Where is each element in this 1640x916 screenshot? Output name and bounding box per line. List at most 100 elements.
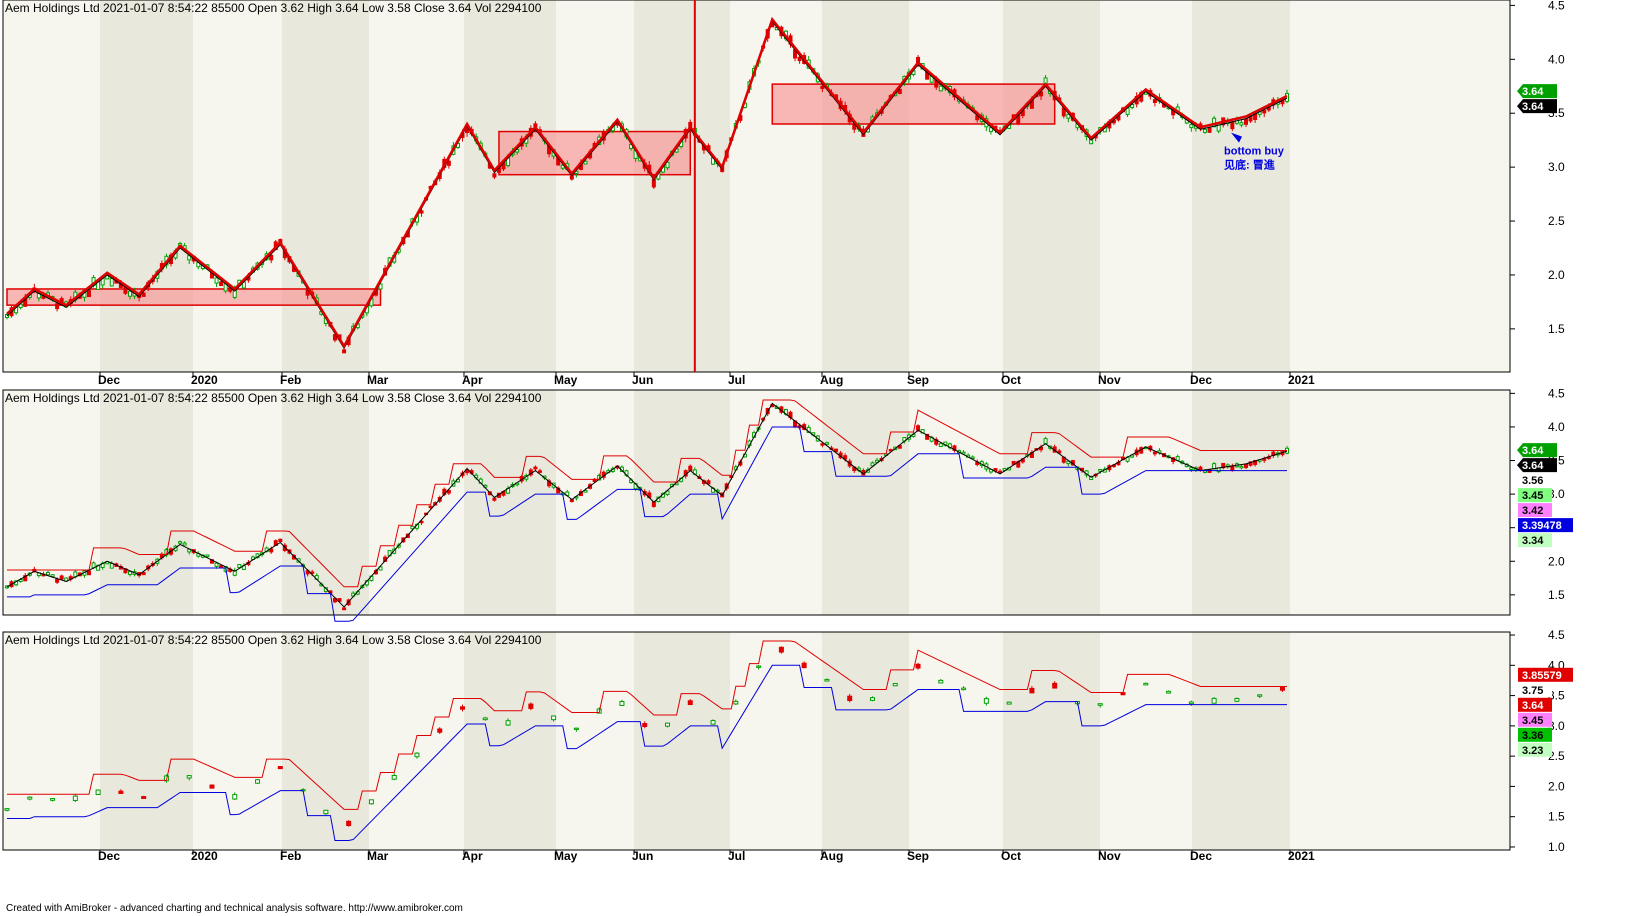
candle-body [1057, 450, 1062, 454]
price-tag-label: 3.34 [1522, 535, 1544, 547]
month-band [1290, 0, 1510, 372]
candle-body [1262, 458, 1267, 461]
candle-body [86, 290, 91, 298]
candle-body [414, 752, 420, 758]
month-band [1003, 632, 1100, 850]
price-tag [1518, 727, 1552, 742]
candle-body [583, 489, 588, 493]
candle-body [492, 497, 497, 501]
candle-body [1189, 467, 1194, 470]
y-tick-label: 2.0 [1548, 268, 1565, 282]
candle-body [710, 720, 716, 725]
candle-body [105, 275, 110, 280]
y-tick-label: 1.0 [1548, 840, 1565, 854]
candle-body [269, 254, 274, 261]
panel-header: Aem Holdings Ltd 2021-01-07 8:54:22 8550… [5, 391, 542, 405]
candle-body [378, 283, 383, 290]
candle-body [1066, 113, 1071, 119]
month-band [909, 0, 1003, 372]
month-band [193, 0, 282, 372]
candle-body [1166, 690, 1172, 694]
month-band [730, 390, 822, 615]
y-tick-label: 4.5 [1548, 0, 1565, 12]
month-band [556, 632, 634, 850]
candle-body [342, 607, 347, 611]
month-band [369, 0, 464, 372]
resistance-line [7, 640, 1287, 810]
month-band [3, 0, 100, 372]
month-band [634, 0, 730, 372]
month-band [1192, 0, 1290, 372]
candle-body [141, 292, 146, 297]
candle-body [1130, 103, 1135, 108]
x-tick-label: Dec [98, 849, 120, 863]
candle-body [232, 794, 238, 800]
x-tick-label: Jun [632, 373, 653, 387]
candle-body [665, 490, 670, 495]
x-tick-label: Apr [462, 849, 483, 863]
price-tag-label: 3.75 [1522, 685, 1543, 697]
candle-body [869, 697, 875, 701]
panel-header: Aem Holdings Ltd 2021-01-07 8:54:22 8550… [5, 1, 542, 15]
y-tick-label: 3.0 [1548, 160, 1565, 174]
x-tick-label: Jul [728, 849, 745, 863]
candle-body [1207, 127, 1212, 133]
candle-body [141, 572, 146, 576]
candle-body [952, 445, 957, 451]
candle-body [465, 127, 470, 134]
candle-body [1039, 91, 1044, 97]
candle-body [186, 775, 192, 779]
month-band [1100, 632, 1192, 850]
y-tick-label: 1.5 [1548, 322, 1565, 336]
x-tick-label: Aug [820, 373, 843, 387]
candle-body [214, 277, 219, 284]
candle-body [583, 160, 588, 165]
candle-body [127, 570, 132, 575]
candle-body [118, 790, 124, 794]
candle-body [870, 462, 875, 467]
x-tick-label: Nov [1098, 373, 1121, 387]
support-line [7, 426, 1287, 622]
candle-body [938, 443, 943, 448]
panel-middle: 4.54.03.53.02.52.01.53.643.643.563.453.4… [2, 386, 1573, 622]
month-band [730, 632, 822, 850]
candle-body [1089, 475, 1094, 481]
candle-body [778, 646, 784, 653]
month-band [909, 632, 1003, 850]
candle-body [688, 465, 693, 471]
price-tag [1518, 712, 1552, 727]
candle-body [642, 723, 648, 727]
y-tick-label: 2.0 [1548, 779, 1565, 793]
price-tag [1518, 488, 1552, 503]
candle-body [72, 795, 78, 801]
candle-body [1043, 438, 1048, 445]
candle-body [1244, 118, 1249, 125]
candle-body [706, 480, 711, 485]
y-tick-label: 4.0 [1548, 52, 1565, 66]
candle-body [378, 566, 383, 571]
candle-body [1098, 468, 1103, 472]
candle-body [988, 127, 993, 133]
price-tag-label: 3.42 [1522, 505, 1543, 517]
price-tag [1517, 443, 1557, 458]
candle-body [95, 789, 101, 796]
footer-credit: Created with AmiBroker - advanced charti… [6, 903, 463, 914]
candle-body [1188, 701, 1194, 705]
candle-body [323, 809, 329, 815]
x-tick-label: May [554, 373, 578, 387]
candle-body [460, 706, 466, 710]
candle-body [27, 796, 33, 800]
month-band [822, 390, 909, 615]
candle-body [551, 715, 557, 721]
candle-body [1203, 129, 1208, 133]
candle-body [109, 277, 114, 287]
month-band [100, 0, 193, 372]
candle-body [847, 695, 853, 702]
resistance-line [7, 399, 1287, 588]
candle-body [465, 469, 470, 474]
candle-body [1006, 701, 1012, 705]
candle-body [1279, 687, 1285, 691]
x-tick-label: Sep [907, 849, 929, 863]
